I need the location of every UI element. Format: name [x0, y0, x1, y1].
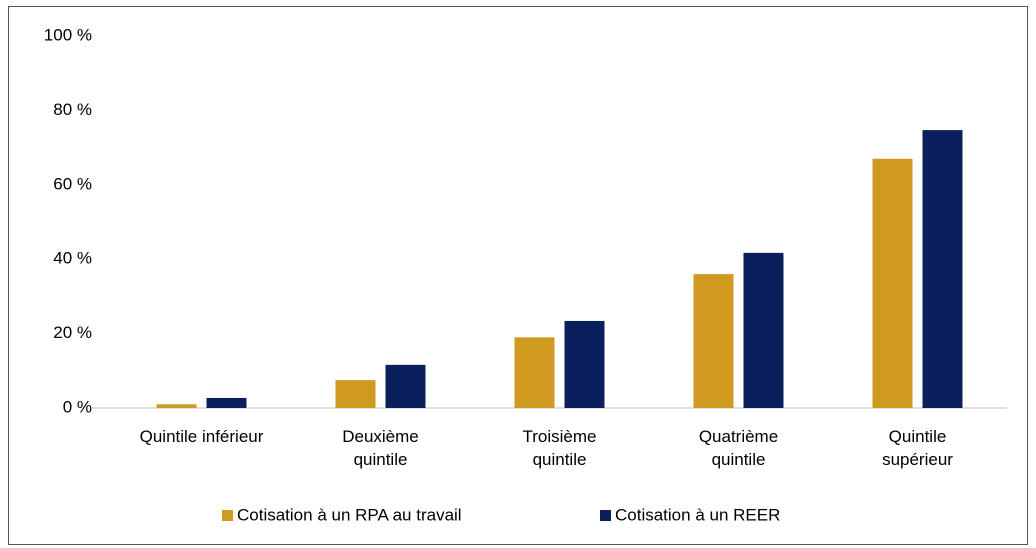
x-tick-label: Quintile inférieur: [139, 427, 264, 446]
y-tick-label: 40 %: [53, 249, 92, 268]
legend-label: Cotisation à un RPA au travail: [237, 505, 462, 524]
x-tick-label: Troisième quintile: [522, 427, 597, 469]
bar: [872, 158, 913, 408]
bar: [335, 380, 376, 408]
legend-swatch: [600, 510, 611, 521]
bar: [206, 397, 247, 408]
bar: [693, 274, 734, 408]
chart-frame: [8, 6, 1028, 545]
bar: [743, 252, 784, 408]
y-tick-label: 80 %: [53, 100, 92, 119]
legend-swatch: [222, 510, 233, 521]
bar: [156, 404, 197, 408]
bar: [922, 130, 963, 408]
y-tick-label: 60 %: [53, 174, 92, 193]
y-tick-label: 100 %: [44, 25, 92, 44]
x-tick-label: Quatrième quintile: [698, 427, 779, 469]
x-tick-label: Deuxième quintile: [342, 427, 419, 469]
bar: [514, 337, 555, 408]
x-tick-label: Quintile supérieur: [882, 427, 953, 469]
legend-label: Cotisation à un REER: [615, 505, 780, 524]
bar: [385, 364, 426, 408]
y-tick-label: 20 %: [53, 323, 92, 342]
y-tick-label: 0 %: [63, 397, 92, 416]
bar: [564, 320, 605, 408]
